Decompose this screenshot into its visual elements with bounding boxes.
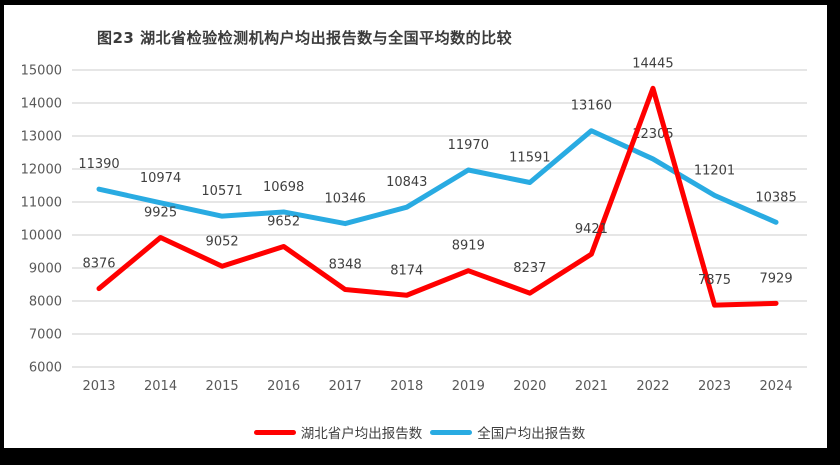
data-label: 9652 [267,214,300,229]
data-label: 11390 [78,157,119,172]
hubei-line-swatch-icon [253,429,296,435]
data-label: 13160 [571,99,612,114]
data-label: 11201 [694,163,735,178]
data-label: 10843 [386,175,427,190]
y-axis-tick-label: 10000 [21,229,62,244]
x-axis-tick-label: 2017 [329,379,362,394]
data-label: 11970 [448,138,489,153]
y-axis-tick-label: 8000 [29,295,62,310]
x-axis-tick-label: 2015 [206,379,239,394]
data-label: 8376 [82,257,115,272]
data-label: 10346 [325,192,366,207]
data-label: 8348 [329,258,362,273]
legend-label-hubei: 湖北省户均出报告数 [300,426,423,442]
x-axis-tick-label: 2014 [144,379,177,394]
data-label: 8919 [452,239,485,254]
x-axis-tick-label: 2022 [636,379,669,394]
legend-label-national: 全国户均出报告数 [477,426,586,442]
y-axis-tick-label: 14000 [21,97,62,112]
data-label: 9052 [206,234,239,249]
x-axis-tick-label: 2019 [452,379,485,394]
data-label: 9421 [575,222,608,237]
data-label: 10974 [140,171,181,186]
x-axis-tick-label: 2021 [575,379,608,394]
legend: 湖北省户均出报告数 全国户均出报告数 [8,421,831,443]
national-line-swatch-icon [430,429,473,435]
series-line [96,128,779,227]
data-label: 8174 [390,263,423,278]
legend-item-hubei: 湖北省户均出报告数 [253,422,423,442]
data-label: 8237 [513,261,546,276]
chart-title: 图23 湖北省检验检测机构户均出报告数与全国平均数的比较 [97,29,513,47]
data-label: 11591 [509,150,550,165]
y-axis-tick-label: 13000 [21,130,62,145]
series-line [96,85,779,308]
legend-item-national: 全国户均出报告数 [430,422,585,442]
y-axis-tick-label: 12000 [21,163,62,178]
data-label: 10698 [263,180,304,195]
data-label: 7929 [760,271,793,286]
x-axis-tick-label: 2013 [82,379,115,394]
y-axis-tick-label: 9000 [29,262,62,277]
x-axis-tick-label: 2023 [698,379,731,394]
x-axis-tick-label: 2018 [390,379,423,394]
data-label: 7875 [698,273,731,288]
y-axis-tick-label: 15000 [21,64,62,79]
data-label: 9925 [144,205,177,220]
data-label: 10571 [201,184,242,199]
data-label: 10385 [755,190,796,205]
x-axis-tick-label: 2020 [513,379,546,394]
x-axis-tick-label: 2024 [760,379,793,394]
x-axis-tick-label: 2016 [267,379,300,394]
y-axis-tick-label: 11000 [21,196,62,211]
y-axis-tick-label: 6000 [29,361,62,376]
data-label: 14445 [632,56,673,71]
y-axis-tick-label: 7000 [29,328,62,343]
